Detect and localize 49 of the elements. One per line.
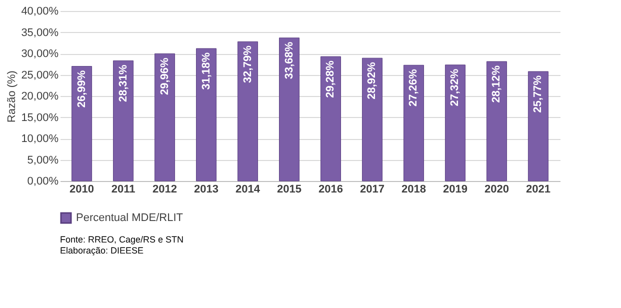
x-tick-label: 2010 [70, 184, 94, 196]
y-axis-title: Razão (%) [6, 70, 18, 122]
y-tick-label: 0,00% [27, 176, 59, 188]
y-tick-label: 30,00% [21, 48, 59, 60]
bar [113, 60, 134, 182]
y-tick-label: 5,00% [27, 154, 59, 166]
y-tick-label: 40,00% [21, 6, 59, 18]
x-tick-label: 2019 [442, 184, 468, 196]
data-label: 28,12% [490, 65, 503, 103]
bar [362, 58, 382, 182]
bar [444, 64, 466, 182]
bar [196, 48, 217, 182]
bar [320, 56, 341, 182]
y-tick-label: 35,00% [21, 26, 59, 39]
y-tick-label: 25,00% [21, 69, 59, 82]
data-label: 28,92% [366, 62, 378, 100]
x-tick-label: 2016 [318, 184, 343, 196]
text: Elaboração: DIEESE [60, 246, 144, 256]
bar [279, 38, 300, 182]
data-label: 29,28% [324, 60, 337, 98]
x-tick-label: 2015 [277, 184, 302, 196]
data-label: 33,68% [283, 42, 296, 80]
data-label: 29,96% [158, 57, 171, 95]
x-tick-label: 2012 [152, 184, 178, 196]
x-tick-label: 2017 [360, 184, 384, 196]
x-tick-label: 2011 [111, 184, 136, 196]
x-tick-label: 2020 [484, 184, 509, 196]
data-label: 28,31% [117, 64, 130, 102]
x-tick-label: 2021 [526, 184, 550, 196]
x-tick-label: 2018 [401, 184, 426, 196]
data-label: 27,26% [408, 68, 420, 106]
legend-label: Percentual MDE/RLIT [76, 212, 184, 224]
y-tick-label: 20,00% [21, 90, 59, 102]
data-label: 31,18% [200, 52, 212, 90]
bar [72, 66, 92, 182]
data-label: 26,99% [76, 70, 88, 108]
bar [154, 53, 176, 182]
bar [403, 64, 424, 182]
data-label: 27,32% [449, 68, 462, 106]
bar [486, 61, 507, 182]
bar [528, 71, 548, 182]
x-tick-label: 2014 [236, 184, 261, 196]
y-tick-label: 15,00% [21, 112, 59, 124]
bar [238, 41, 258, 182]
x-tick-label: 2013 [194, 184, 219, 196]
y-tick-label: 10,00% [21, 133, 59, 145]
data-label: 25,77% [532, 75, 544, 113]
data-label: 32,79% [242, 45, 254, 83]
source-note: Fonte: RREO, Cage/RS e STN [60, 234, 184, 244]
